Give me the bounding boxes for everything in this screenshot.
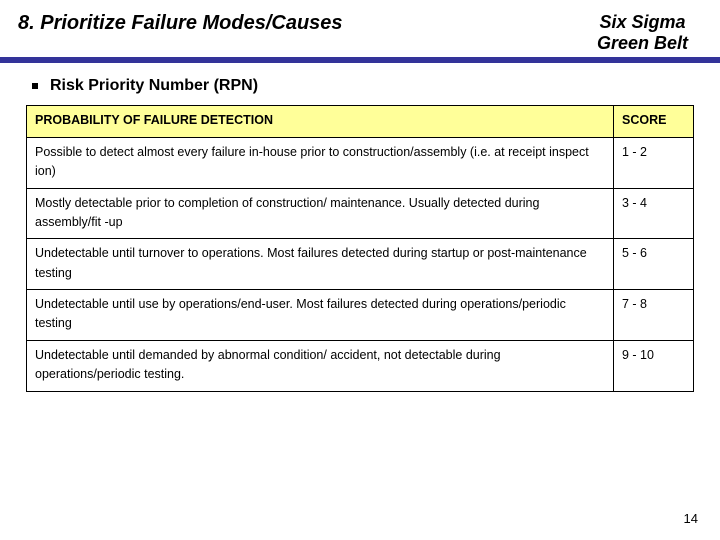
col-header-score: SCORE — [614, 106, 694, 137]
table-row: Possible to detect almost every failure … — [27, 137, 694, 188]
cell-score: 3 - 4 — [614, 188, 694, 239]
table-row: Undetectable until turnover to operation… — [27, 239, 694, 290]
brand-block: Six Sigma Green Belt — [597, 12, 696, 53]
bullet-item: Risk Priority Number (RPN) — [32, 77, 694, 95]
cell-desc: Undetectable until use by operations/end… — [27, 290, 614, 341]
cell-desc: Mostly detectable prior to completion of… — [27, 188, 614, 239]
table-row: Undetectable until demanded by abnormal … — [27, 340, 694, 391]
detection-table: PROBABILITY OF FAILURE DETECTION SCORE P… — [26, 105, 694, 391]
content-area: Risk Priority Number (RPN) PROBABILITY O… — [0, 63, 720, 391]
table-header-row: PROBABILITY OF FAILURE DETECTION SCORE — [27, 106, 694, 137]
bullet-icon — [32, 83, 38, 89]
cell-score: 5 - 6 — [614, 239, 694, 290]
slide-page: 8. Prioritize Failure Modes/Causes Six S… — [0, 0, 720, 540]
table-row: Mostly detectable prior to completion of… — [27, 188, 694, 239]
header: 8. Prioritize Failure Modes/Causes Six S… — [0, 0, 720, 57]
cell-desc: Undetectable until demanded by abnormal … — [27, 340, 614, 391]
brand-line-1: Six Sigma — [597, 12, 688, 33]
cell-desc: Possible to detect almost every failure … — [27, 137, 614, 188]
cell-desc: Undetectable until turnover to operation… — [27, 239, 614, 290]
cell-score: 1 - 2 — [614, 137, 694, 188]
cell-score: 7 - 8 — [614, 290, 694, 341]
table-row: Undetectable until use by operations/end… — [27, 290, 694, 341]
cell-score: 9 - 10 — [614, 340, 694, 391]
slide-title: 8. Prioritize Failure Modes/Causes — [18, 12, 343, 35]
page-number: 14 — [684, 511, 698, 526]
col-header-desc: PROBABILITY OF FAILURE DETECTION — [27, 106, 614, 137]
brand-line-2: Green Belt — [597, 33, 688, 54]
bullet-text: Risk Priority Number (RPN) — [50, 77, 258, 95]
